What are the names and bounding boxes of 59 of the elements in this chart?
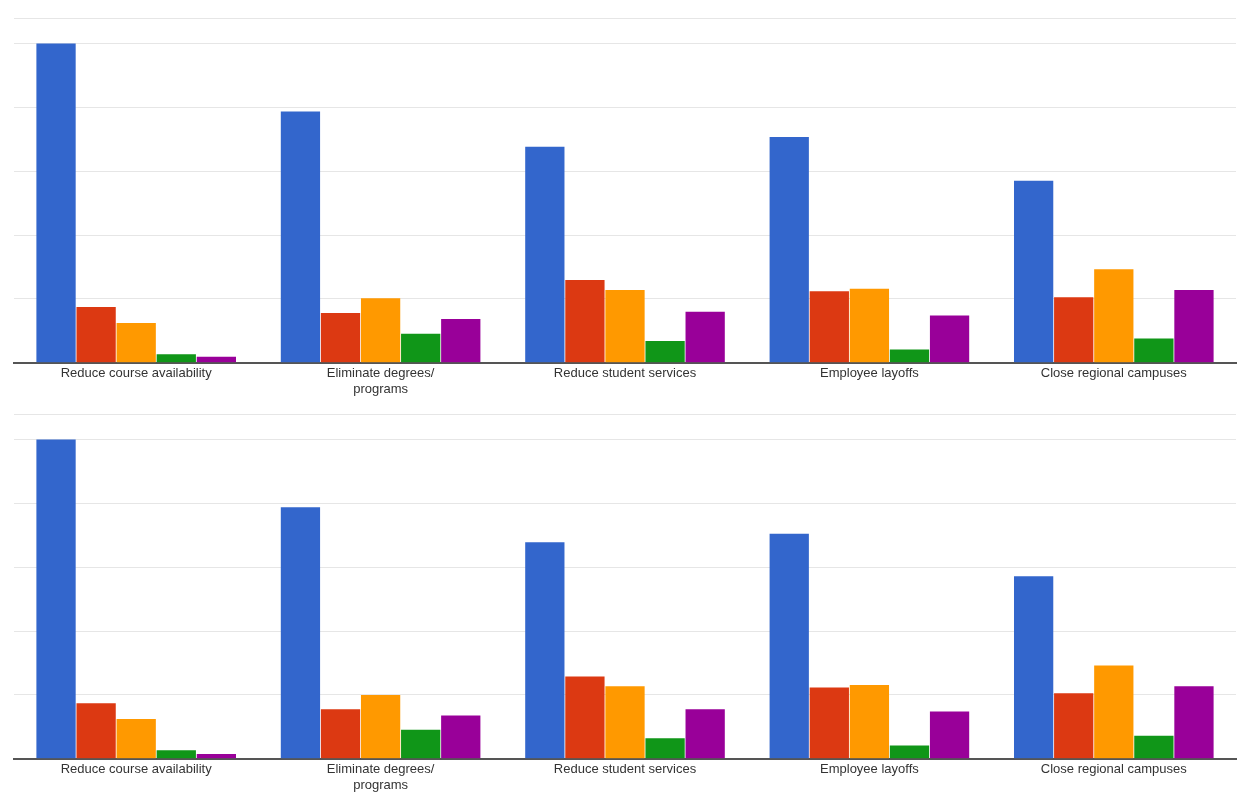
bar (929, 315, 970, 363)
bar (1174, 290, 1214, 363)
bar (156, 750, 196, 759)
bar (769, 137, 809, 363)
bar (1134, 735, 1174, 759)
x-tick-label: Reduce course availability (60, 761, 213, 777)
bar (849, 685, 890, 759)
bar (1054, 693, 1094, 759)
bar (320, 709, 361, 759)
x-tick-label: Reduce student services (553, 365, 697, 381)
bar (1174, 686, 1214, 759)
bar (441, 319, 481, 363)
bar (525, 146, 565, 363)
x-tick-label: Close regional campuses (1040, 761, 1188, 777)
bar (401, 333, 441, 363)
bar (769, 533, 809, 759)
bar (320, 313, 361, 363)
bar (1134, 338, 1174, 363)
bar (280, 111, 321, 363)
bar (36, 439, 76, 759)
bar (156, 354, 196, 363)
bar (441, 715, 481, 759)
bar (1054, 297, 1094, 363)
bar (1094, 269, 1134, 363)
bar (685, 311, 725, 363)
bar (525, 542, 565, 759)
bar (36, 43, 76, 363)
bar (849, 288, 890, 363)
bar (565, 676, 605, 759)
x-tick-label: Employee layoffs (820, 761, 920, 777)
bar (645, 738, 685, 759)
bar (76, 703, 116, 759)
bar (809, 291, 849, 363)
x-tick-label: Reduce student services (553, 761, 697, 777)
bar (196, 754, 236, 759)
bar (929, 711, 970, 759)
x-tick-label: Reduce course availability (60, 365, 213, 381)
bar (1014, 180, 1054, 363)
bar (605, 686, 645, 759)
bar (360, 298, 401, 363)
bar (889, 349, 930, 363)
bar (401, 729, 441, 759)
bar (685, 709, 725, 759)
bar (1014, 576, 1054, 759)
bar (605, 290, 645, 363)
bar (116, 718, 156, 759)
bar (809, 687, 849, 759)
bar (889, 745, 930, 759)
bar (280, 507, 321, 759)
x-tick-label: Eliminate degrees/ programs (326, 365, 435, 396)
x-tick-label: Employee layoffs (820, 365, 920, 381)
bar (360, 694, 401, 759)
x-tick-label: Close regional campuses (1040, 365, 1188, 381)
bar (116, 322, 156, 363)
x-tick-label: Eliminate degrees/ programs (326, 761, 435, 792)
bar (565, 280, 605, 363)
bar (645, 341, 685, 363)
bar (76, 306, 116, 363)
bar (1094, 665, 1134, 759)
